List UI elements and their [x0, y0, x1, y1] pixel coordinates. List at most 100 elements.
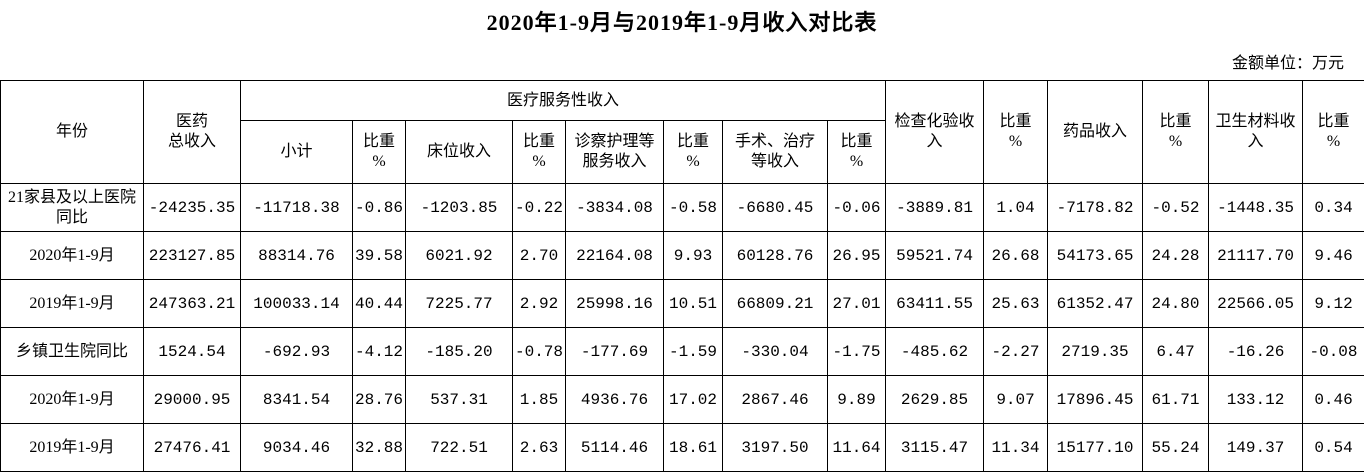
- value-cell: 17896.45: [1047, 375, 1144, 424]
- value-cell: -185.20: [405, 327, 513, 376]
- value-cell: 60128.76: [722, 231, 828, 280]
- value-cell: 537.31: [405, 375, 513, 424]
- value-cell: 7225.77: [405, 279, 513, 328]
- value-cell: -3889.81: [885, 183, 985, 232]
- value-cell: 1.04: [983, 183, 1049, 232]
- value-cell: -0.78: [512, 327, 566, 376]
- value-cell: 32.88: [352, 423, 406, 472]
- value-cell: 88314.76: [240, 231, 353, 280]
- value-cell: 247363.21: [143, 279, 241, 328]
- value-cell: 54173.65: [1047, 231, 1144, 280]
- unit-note: 金额单位：万元: [1231, 55, 1344, 72]
- value-cell: 8341.54: [240, 375, 353, 424]
- value-cell: -485.62: [885, 327, 985, 376]
- table-row: 2020年1-9月 223127.85 88314.76 39.58 6021.92 2.…: [0, 231, 1364, 280]
- value-cell: 21117.70: [1208, 231, 1304, 280]
- col-header-ratio-health-material: 比重 %: [1302, 80, 1364, 184]
- col-header-health-material-income: 卫生材料收 入: [1208, 80, 1304, 184]
- col-header-subtotal: 小计: [240, 120, 353, 184]
- value-cell: -3834.08: [565, 183, 664, 232]
- table-row: 2019年1-9月 27476.41 9034.46 32.88 722.51 2.63 5…: [0, 423, 1364, 472]
- value-cell: 29000.95: [143, 375, 241, 424]
- page-title: 2020年1-9月与2019年1-9月收入对比表: [486, 10, 878, 35]
- table-body: 21家县及以上医院 同比 -24235.35 -11718.38 -0.86 -1203…: [0, 183, 1364, 472]
- value-cell: 0.54: [1302, 423, 1364, 472]
- value-cell: -0.58: [663, 183, 723, 232]
- value-cell: -0.22: [512, 183, 566, 232]
- header-row-top: 年份 医药 总收入 医疗服务性收入 检查化验收 入 比重 % 药品收入 比重 %…: [0, 80, 1364, 184]
- value-cell: 0.34: [1302, 183, 1364, 232]
- value-cell: 6.47: [1142, 327, 1210, 376]
- value-cell: 149.37: [1208, 423, 1304, 472]
- table-row: 2019年1-9月 247363.21 100033.14 40.44 7225.77 2…: [0, 279, 1364, 328]
- value-cell: 6021.92: [405, 231, 513, 280]
- col-header-total-income: 医药 总收入: [143, 80, 241, 184]
- col-header-medical-service-group: 医疗服务性收入: [239, 80, 887, 121]
- income-comparison-table: 年份 医药 总收入 医疗服务性收入 检查化验收 入 比重 % 药品收入 比重 %…: [0, 80, 1364, 472]
- value-cell: -330.04: [722, 327, 828, 376]
- value-cell: 9.93: [663, 231, 723, 280]
- value-cell: 15177.10: [1047, 423, 1144, 472]
- row-label: 21家县及以上医院 同比: [0, 183, 144, 232]
- value-cell: 63411.55: [885, 279, 985, 328]
- value-cell: 61352.47: [1047, 279, 1144, 328]
- value-cell: -2.27: [983, 327, 1049, 376]
- value-cell: 40.44: [352, 279, 406, 328]
- value-cell: 39.58: [352, 231, 406, 280]
- value-cell: 66809.21: [722, 279, 828, 328]
- col-header-ratio-bed: 比重 %: [512, 120, 566, 184]
- col-header-ratio-subtotal: 比重 %: [352, 120, 406, 184]
- value-cell: 2.63: [512, 423, 566, 472]
- value-cell: 9.12: [1302, 279, 1364, 328]
- value-cell: 25.63: [983, 279, 1049, 328]
- value-cell: -11718.38: [240, 183, 353, 232]
- value-cell: 4936.76: [565, 375, 664, 424]
- value-cell: -0.08: [1302, 327, 1364, 376]
- value-cell: 22566.05: [1208, 279, 1304, 328]
- table-header: 年份 医药 总收入 医疗服务性收入 检查化验收 入 比重 % 药品收入 比重 %…: [0, 80, 1364, 184]
- col-header-ratio-surgery-treatment: 比重 %: [826, 120, 887, 184]
- value-cell: 59521.74: [885, 231, 985, 280]
- value-cell: 24.80: [1142, 279, 1210, 328]
- value-cell: 722.51: [405, 423, 513, 472]
- table-row: 乡镇卫生院同比 1524.54 -692.93 -4.12 -185.20 -0.78 -1…: [0, 327, 1364, 376]
- table-row: 21家县及以上医院 同比 -24235.35 -11718.38 -0.86 -1203…: [0, 183, 1364, 232]
- value-cell: 9.46: [1302, 231, 1364, 280]
- row-label: 2019年1-9月: [0, 423, 144, 472]
- value-cell: -0.52: [1142, 183, 1210, 232]
- col-header-ratio-drug: 比重 %: [1142, 80, 1210, 184]
- col-header-drug-income: 药品收入: [1047, 80, 1144, 184]
- value-cell: 17.02: [663, 375, 723, 424]
- value-cell: 18.61: [663, 423, 723, 472]
- col-header-exam-test-income: 检查化验收 入: [885, 80, 985, 184]
- value-cell: -0.86: [352, 183, 406, 232]
- value-cell: 2.70: [512, 231, 566, 280]
- value-cell: -1.59: [663, 327, 723, 376]
- table-row: 2020年1-9月 29000.95 8341.54 28.76 537.31 1.85 4…: [0, 375, 1364, 424]
- value-cell: 22164.08: [565, 231, 664, 280]
- row-label: 2019年1-9月: [0, 279, 144, 328]
- row-label: 2020年1-9月: [0, 231, 144, 280]
- value-cell: 28.76: [352, 375, 406, 424]
- value-cell: 9.07: [983, 375, 1049, 424]
- value-cell: 100033.14: [240, 279, 353, 328]
- value-cell: 1.85: [512, 375, 566, 424]
- value-cell: 133.12: [1208, 375, 1304, 424]
- value-cell: -7178.82: [1047, 183, 1144, 232]
- value-cell: 27.01: [826, 279, 887, 328]
- value-cell: 11.64: [826, 423, 887, 472]
- value-cell: 223127.85: [143, 231, 241, 280]
- value-cell: -177.69: [565, 327, 664, 376]
- value-cell: 2719.35: [1047, 327, 1144, 376]
- col-header-ratio-exam-nursing: 比重 %: [663, 120, 723, 184]
- value-cell: -1448.35: [1208, 183, 1304, 232]
- value-cell: 9.89: [826, 375, 887, 424]
- value-cell: 5114.46: [565, 423, 664, 472]
- value-cell: 25998.16: [565, 279, 664, 328]
- value-cell: 1524.54: [143, 327, 241, 376]
- value-cell: 27476.41: [143, 423, 241, 472]
- value-cell: 9034.46: [240, 423, 353, 472]
- value-cell: 26.95: [826, 231, 887, 280]
- value-cell: 26.68: [983, 231, 1049, 280]
